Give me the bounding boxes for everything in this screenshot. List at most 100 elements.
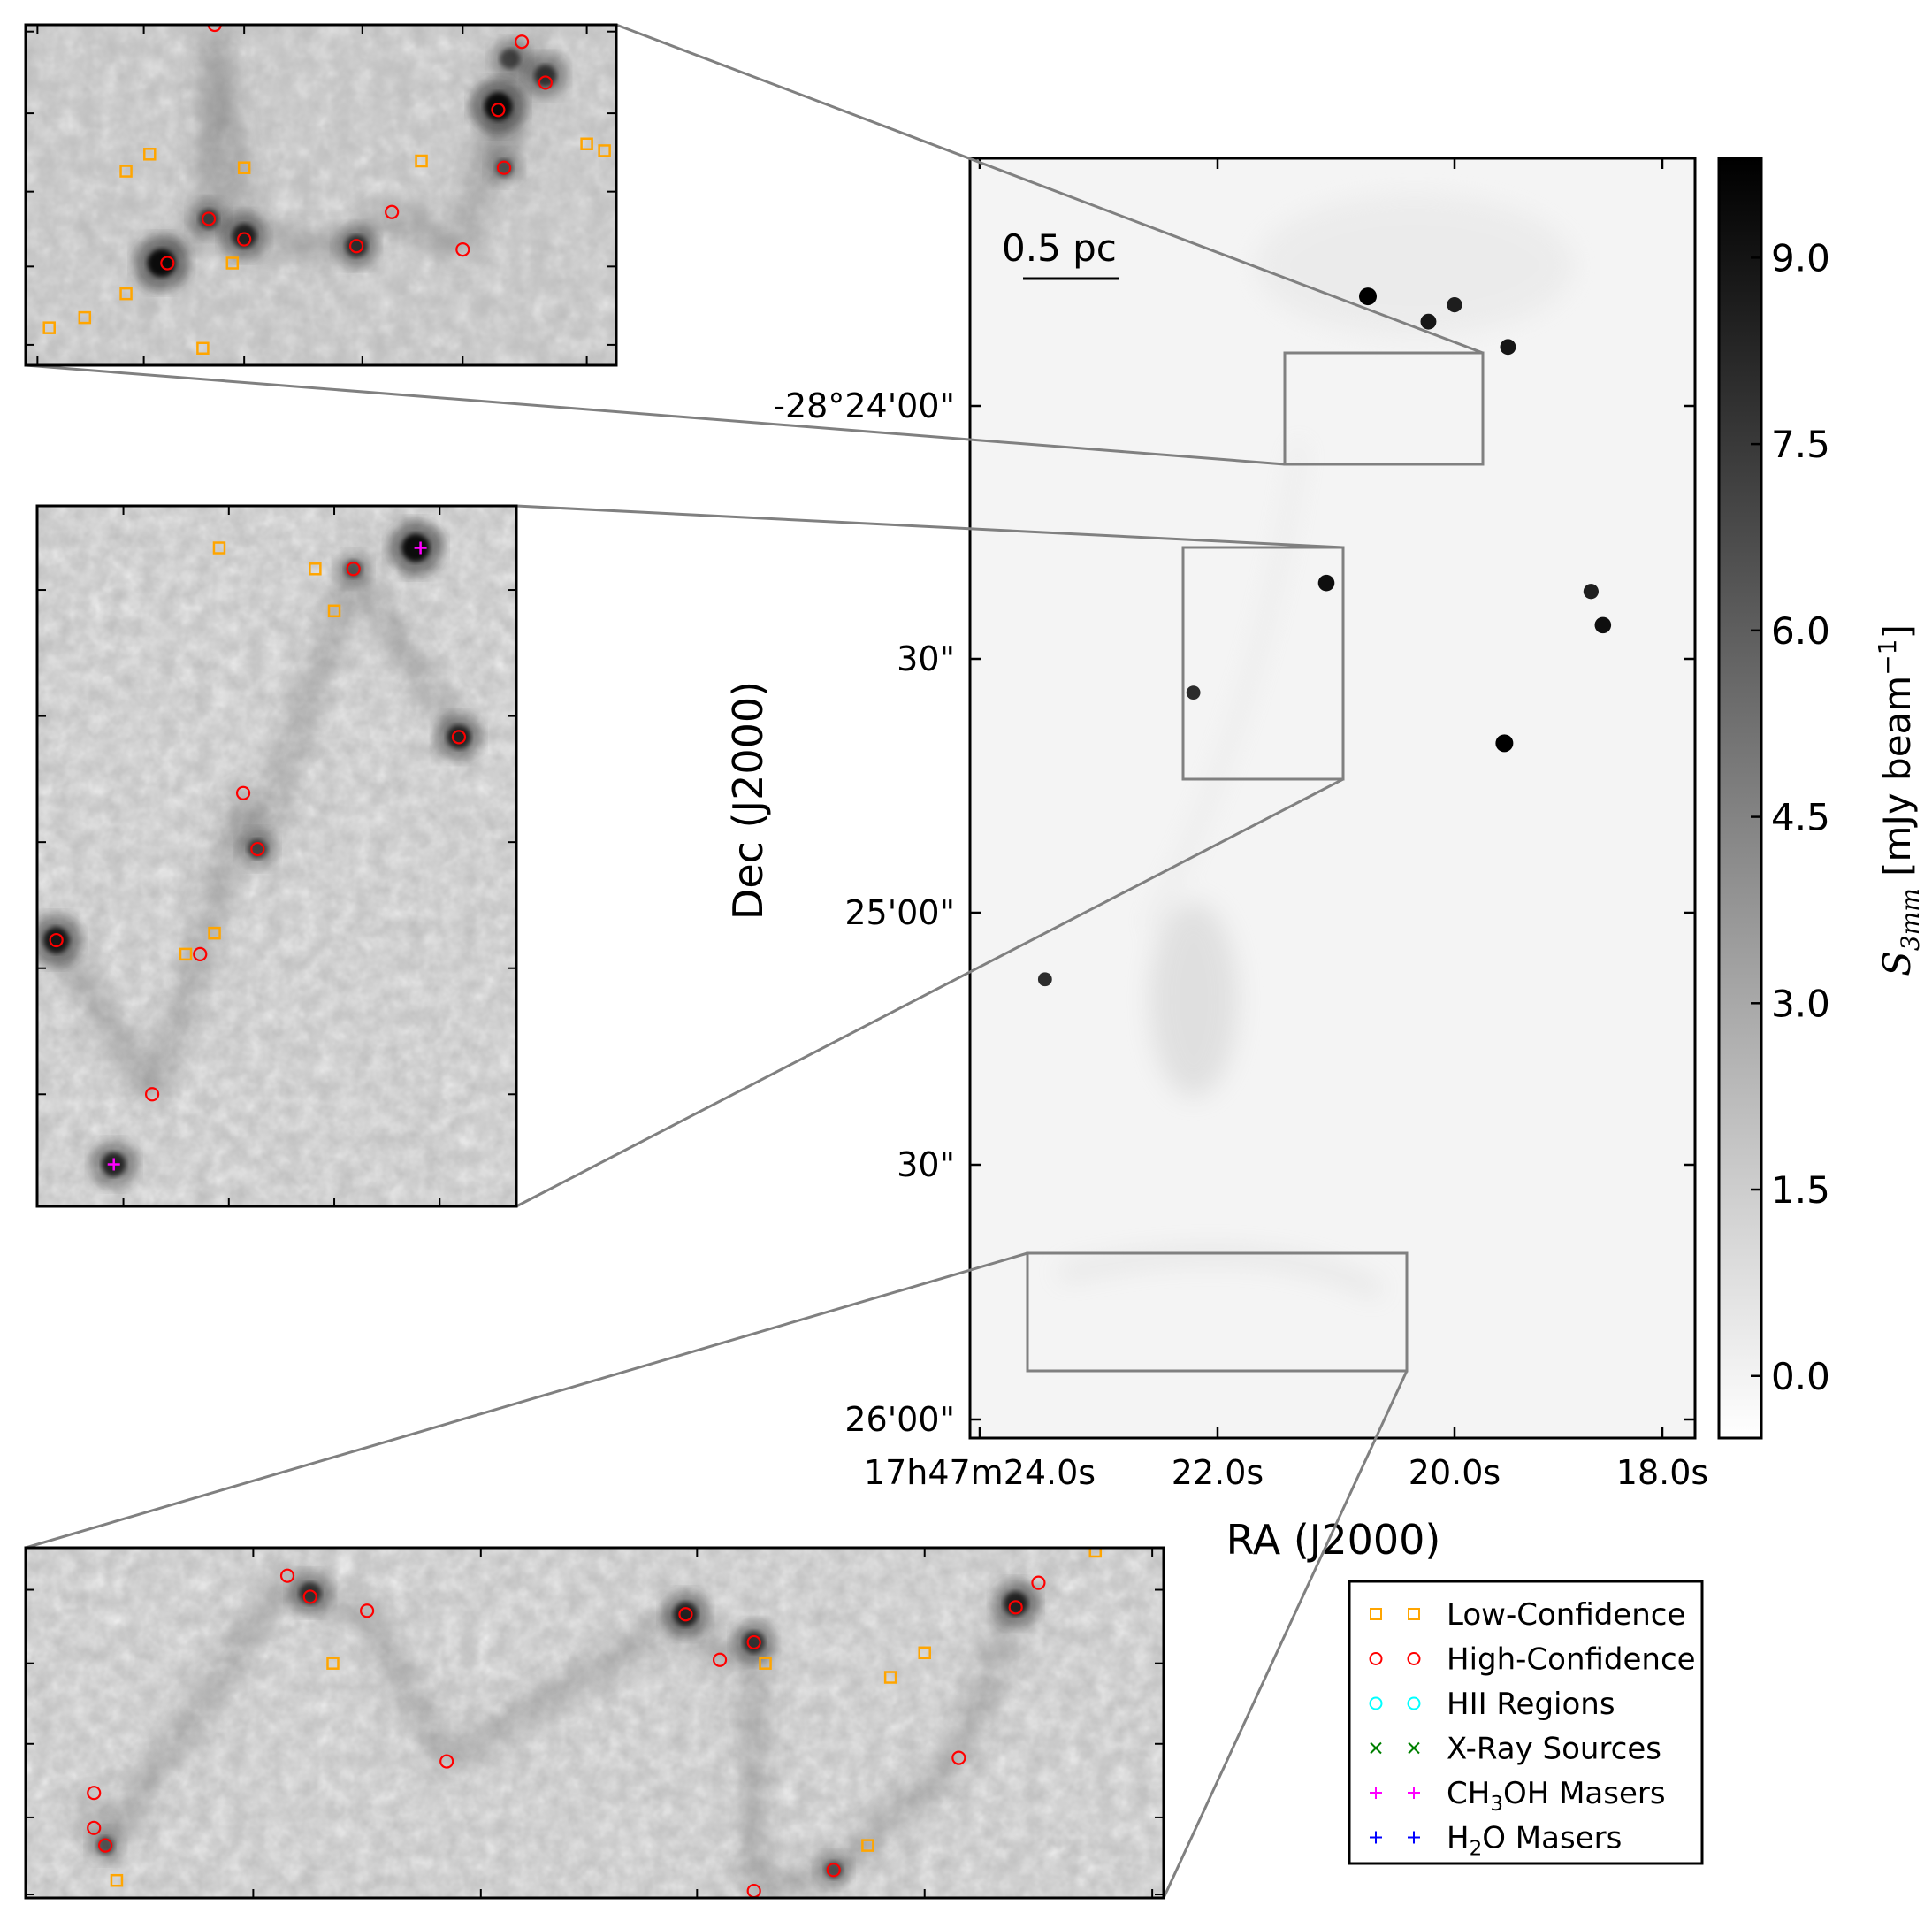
- legend-marker: [1408, 1608, 1420, 1620]
- high-confidence-marker: [250, 841, 265, 857]
- map-source: [1317, 574, 1335, 592]
- legend-label: Low-Confidence: [1447, 1597, 1685, 1633]
- low-confidence-marker: [598, 144, 611, 157]
- zoom-box-bottom: [1026, 1251, 1409, 1373]
- inset-blob: [345, 234, 368, 257]
- legend-label: High-Confidence: [1447, 1642, 1696, 1678]
- main-faint-emission: [1059, 195, 1574, 1297]
- colorbar: 0.0 1.5 3.0 4.5 6.0 7.5 9.0 S3mm [mJy beam−1]: [1717, 157, 1925, 1440]
- low-confidence-marker: [326, 1657, 340, 1670]
- low-confidence-marker: [143, 148, 157, 161]
- high-confidence-marker: [235, 785, 251, 800]
- legend-entries: Low-Confidence High-Confidence HII Regions…: [1369, 1597, 1696, 1861]
- inset-blob: [232, 223, 256, 249]
- low-confidence-marker: [759, 1657, 772, 1670]
- inset-ticks: [37, 506, 516, 1206]
- high-confidence-marker: [746, 1634, 761, 1650]
- high-confidence-marker: [279, 1568, 295, 1583]
- high-confidence-marker: [455, 242, 470, 257]
- legend-entry: HII Regions: [1369, 1687, 1615, 1722]
- main-sources: [1037, 287, 1612, 987]
- main-map-ticks: [970, 158, 1695, 1438]
- high-confidence-marker: [160, 256, 175, 271]
- high-confidence-marker: [193, 946, 208, 961]
- legend-marker: [1369, 1696, 1383, 1710]
- zoom-boxes: [1026, 351, 1485, 1373]
- low-confidence-marker: [327, 604, 341, 618]
- inset-blob: [500, 48, 521, 70]
- high-confidence-marker: [491, 103, 506, 118]
- inset-blob: [299, 1581, 322, 1605]
- map-source: [1495, 734, 1514, 753]
- inset-blob: [247, 838, 268, 860]
- inset-markers: [42, 25, 611, 355]
- inset-markers: [49, 541, 467, 1171]
- colorbar-tick-label: 9.0: [1771, 236, 1830, 279]
- map-source: [1420, 313, 1437, 330]
- ch3oh-maser-marker: [414, 541, 427, 555]
- high-confidence-marker: [49, 932, 64, 948]
- inset-blob: [1003, 1591, 1028, 1617]
- zoom-box-top: [1283, 351, 1485, 466]
- y-tick-label: 30": [897, 1145, 955, 1184]
- legend-marker: [1408, 1831, 1420, 1844]
- low-confidence-marker: [208, 926, 221, 940]
- inset-blob: [447, 724, 471, 750]
- high-confidence-marker: [207, 25, 222, 33]
- colorbar-tick-label: 7.5: [1771, 423, 1830, 466]
- low-confidence-marker: [861, 1839, 874, 1852]
- map-source: [1358, 287, 1377, 306]
- high-confidence-marker: [439, 1754, 454, 1769]
- inset-blob: [484, 92, 513, 121]
- inset-blobs: [37, 519, 484, 1189]
- inset-image: [26, 25, 616, 365]
- inset-markers: [87, 1548, 1103, 1898]
- high-confidence-marker: [712, 1652, 728, 1667]
- x-tick-labels: 17h47m24.0s 22.0s 20.0s 18.0s: [864, 1453, 1708, 1492]
- legend-marker: [1370, 1831, 1382, 1844]
- main-map-frame: [968, 157, 1697, 1440]
- high-confidence-marker: [87, 1820, 102, 1835]
- high-confidence-marker: [360, 1603, 375, 1618]
- legend-marker: [1407, 1696, 1421, 1710]
- high-confidence-marker: [678, 1607, 693, 1622]
- colorbar-gradient: [1717, 157, 1763, 1440]
- low-confidence-marker: [237, 161, 251, 174]
- y-tick-label: 30": [897, 639, 955, 678]
- legend-entry: Low-Confidence: [1370, 1597, 1685, 1633]
- low-confidence-marker: [580, 137, 593, 150]
- inset-bottom: [24, 1546, 1165, 1900]
- high-confidence-marker: [385, 204, 400, 219]
- high-confidence-marker: [144, 1087, 160, 1102]
- low-confidence-marker: [1088, 1548, 1103, 1558]
- legend-entry: High-Confidence: [1369, 1642, 1696, 1678]
- low-confidence-marker: [212, 541, 226, 555]
- legend-entry: CH3OH Masers: [1370, 1776, 1666, 1816]
- legend-marker: [1370, 1787, 1382, 1799]
- legend-marker: [1408, 1787, 1420, 1799]
- high-confidence-marker: [515, 34, 530, 50]
- low-confidence-marker: [883, 1671, 897, 1684]
- inset-noise: [37, 506, 516, 1206]
- scalebar: 0.5 pc: [1002, 226, 1119, 280]
- low-confidence-marker: [918, 1646, 931, 1660]
- inset-blob: [198, 208, 219, 229]
- inset-ticks: [25, 1548, 1164, 1898]
- legend-marker: [1370, 1741, 1382, 1755]
- main-map: 0.5 pc 17h47m24.0s 22.0s 20.0s 18.0s -28…: [724, 157, 1708, 1564]
- inset-image: [37, 506, 516, 1206]
- legend-marker: [1370, 1608, 1382, 1620]
- y-tick-label: -28°24'00": [773, 386, 955, 425]
- x-axis-label: RA (J2000): [1226, 1516, 1441, 1564]
- y-tick-label: 26'00": [844, 1400, 955, 1439]
- x-tick-label: 22.0s: [1172, 1453, 1264, 1492]
- map-source: [1583, 584, 1599, 600]
- high-confidence-marker: [1031, 1575, 1046, 1590]
- high-confidence-marker: [1008, 1600, 1023, 1615]
- map-source: [1594, 616, 1612, 634]
- legend-entry: H2O Masers: [1370, 1821, 1622, 1861]
- scalebar-label: 0.5 pc: [1002, 226, 1117, 270]
- low-confidence-marker: [225, 256, 240, 270]
- y-tick-label: 25'00": [844, 893, 955, 932]
- map-source: [1186, 685, 1201, 700]
